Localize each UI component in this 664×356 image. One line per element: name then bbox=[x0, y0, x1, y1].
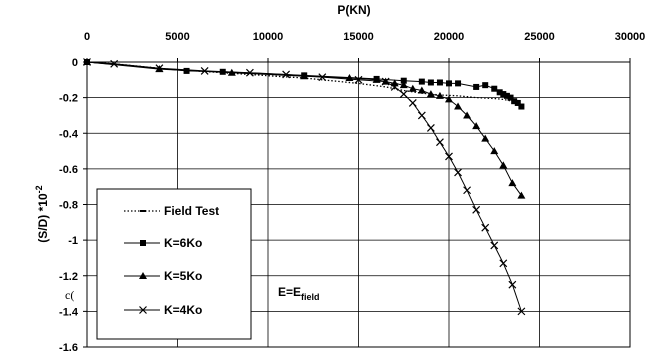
data-point-k-6ko bbox=[427, 79, 434, 86]
data-point-k-6ko bbox=[496, 89, 503, 96]
y-tick-label: -1.6 bbox=[59, 342, 78, 354]
data-point-k-4ko bbox=[445, 152, 453, 161]
legend-marker-k-5ko bbox=[139, 272, 147, 279]
legend-box bbox=[96, 188, 252, 340]
series-line-k-4ko bbox=[86, 61, 522, 312]
data-point-k-4ko bbox=[390, 83, 399, 91]
data-point-k-4ko bbox=[155, 64, 164, 73]
data-point-k-5ko bbox=[481, 134, 490, 142]
x-tick-label: 25000 bbox=[524, 31, 555, 43]
data-point-k-4ko bbox=[381, 77, 390, 86]
data-point-k-5ko bbox=[454, 102, 463, 110]
y-axis-title: (S/D) *10-2 bbox=[34, 185, 50, 242]
data-point-k-6ko bbox=[514, 99, 521, 106]
data-point-k-6ko bbox=[511, 98, 518, 105]
data-point-k-5ko bbox=[399, 81, 408, 89]
data-point-k-4ko bbox=[83, 58, 91, 66]
series-layer bbox=[83, 58, 526, 316]
data-point-k-4ko bbox=[318, 73, 327, 82]
data-point-k-6ko bbox=[500, 91, 507, 98]
y-axis-ticks: 0 -0.2 -0.4 -0.6 -0.8 -1 -1.2 -1.4 -1.6 bbox=[59, 57, 87, 354]
data-point-k-5ko bbox=[435, 91, 444, 99]
y-tick-label: -1.4 bbox=[59, 306, 79, 318]
series-field-test bbox=[86, 61, 522, 108]
data-point-k-5ko bbox=[426, 90, 435, 98]
series-line-field-test bbox=[86, 61, 522, 108]
data-point-k-5ko bbox=[490, 147, 499, 155]
legend-marker-k-4ko bbox=[139, 306, 147, 314]
data-point-k-4ko bbox=[517, 307, 526, 316]
x-tick-label: 30000 bbox=[615, 31, 646, 43]
data-point-k-6ko bbox=[400, 77, 407, 84]
x-tick-label: 5000 bbox=[165, 31, 189, 43]
y-tick-label: -0.6 bbox=[59, 164, 78, 176]
data-point-k-6ko bbox=[482, 82, 489, 89]
data-point-k-4ko bbox=[463, 186, 472, 195]
x-axis-ticks: 0 5000 10000 15000 20000 25000 30000 bbox=[84, 31, 645, 62]
x-axis-title: P(KN) bbox=[337, 3, 370, 17]
data-point-k-4ko bbox=[499, 259, 508, 268]
legend-label-k-5ko: K=5Ko bbox=[164, 269, 202, 283]
data-point-k-4ko bbox=[354, 75, 363, 84]
data-point-k-6ko bbox=[507, 94, 514, 101]
data-point-k-4ko bbox=[417, 111, 426, 120]
data-point-k-4ko bbox=[245, 68, 254, 77]
data-point-k-5ko bbox=[408, 84, 417, 92]
data-point-k-5ko bbox=[517, 191, 526, 199]
data-point-k-4ko bbox=[481, 223, 490, 232]
legend-label-field-test: Field Test bbox=[164, 204, 219, 218]
data-point-k-4ko bbox=[508, 280, 517, 289]
data-point-k-6ko bbox=[418, 78, 425, 85]
data-point-k-6ko bbox=[503, 92, 510, 99]
legend-items: Field Test K=6Ko K=5Ko K=4Ko bbox=[124, 204, 219, 317]
y-tick-label: -0.2 bbox=[59, 93, 78, 105]
data-point-k-5ko bbox=[445, 95, 453, 103]
x-tick-label: 15000 bbox=[343, 31, 374, 43]
data-point-k-6ko bbox=[518, 103, 525, 110]
x-tick-label: 0 bbox=[84, 31, 90, 43]
data-point-k-6ko bbox=[491, 85, 498, 92]
data-point-k-4ko bbox=[490, 241, 499, 250]
data-point-k-5ko bbox=[472, 122, 481, 130]
legend-item-field-test: Field Test bbox=[124, 204, 219, 218]
x-tick-label: 10000 bbox=[253, 31, 284, 43]
legend-item-k-4ko: K=4Ko bbox=[124, 303, 202, 317]
legend-item-k-6ko: K=6Ko bbox=[124, 236, 202, 250]
data-point-k-5ko bbox=[417, 86, 426, 94]
data-point-k-4ko bbox=[454, 168, 462, 177]
y-tick-label: -0.8 bbox=[59, 200, 78, 212]
data-point-k-4ko bbox=[472, 205, 481, 214]
legend-marker-k-6ko bbox=[140, 240, 146, 246]
legend-item-k-5ko: K=5Ko bbox=[124, 269, 202, 283]
data-point-k-6ko bbox=[436, 79, 443, 86]
data-point-k-5ko bbox=[508, 179, 517, 187]
data-point-k-4ko bbox=[110, 59, 119, 68]
data-point-k-5ko bbox=[463, 111, 472, 119]
y-tick-label: -1 bbox=[68, 235, 78, 247]
series-k-4ko bbox=[83, 58, 526, 316]
data-point-k-4ko bbox=[399, 90, 408, 98]
legend-label-k-6ko: K=6Ko bbox=[164, 236, 202, 250]
data-point-k-4ko bbox=[408, 99, 417, 107]
data-point-k-4ko bbox=[436, 138, 444, 147]
data-point-k-4ko bbox=[282, 70, 291, 79]
annotation-e-field: E=Efield bbox=[278, 285, 320, 302]
y-tick-label: -0.4 bbox=[59, 128, 79, 140]
left-fragment-text: c( bbox=[65, 288, 74, 302]
data-point-k-6ko bbox=[446, 80, 452, 87]
data-point-k-4ko bbox=[426, 123, 435, 132]
x-tick-label: 20000 bbox=[434, 31, 465, 43]
data-point-k-6ko bbox=[473, 83, 480, 90]
data-point-k-5ko bbox=[499, 161, 508, 169]
data-point-k-6ko bbox=[455, 80, 462, 87]
legend-label-k-4ko: K=4Ko bbox=[164, 303, 202, 317]
legend: Field Test K=6Ko K=5Ko K=4Ko bbox=[96, 188, 252, 340]
y-tick-label: 0 bbox=[72, 57, 78, 69]
y-tick-label: -1.2 bbox=[59, 271, 78, 283]
data-point-k-4ko bbox=[200, 66, 209, 75]
